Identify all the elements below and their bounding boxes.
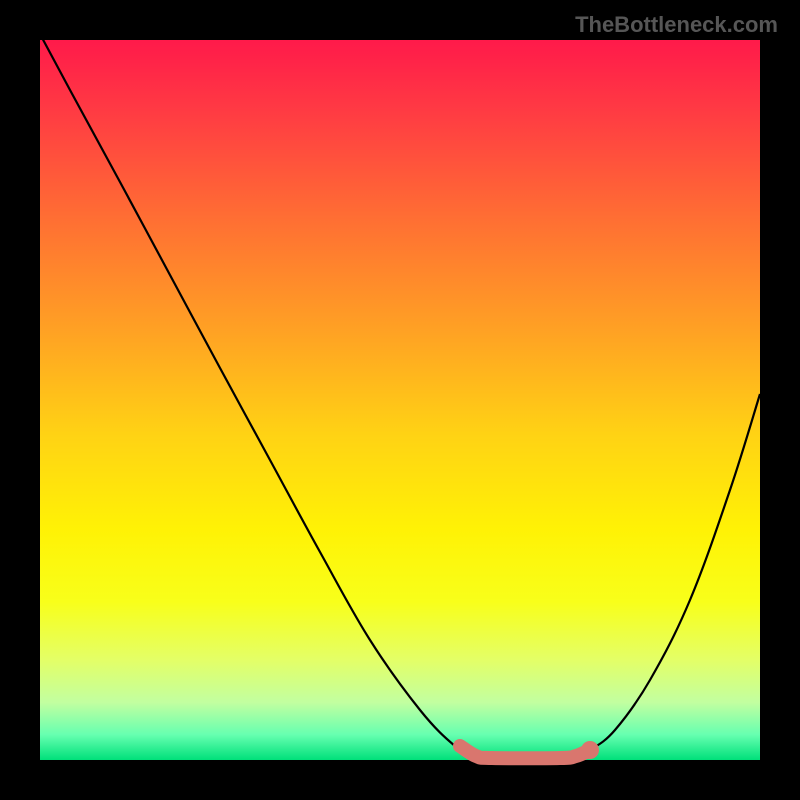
- watermark-text: TheBottleneck.com: [575, 12, 778, 38]
- plot-background-gradient: [40, 40, 760, 760]
- chart-container: TheBottleneck.com: [0, 0, 800, 800]
- trough-marker: [581, 741, 599, 759]
- bottleneck-chart: [0, 0, 800, 800]
